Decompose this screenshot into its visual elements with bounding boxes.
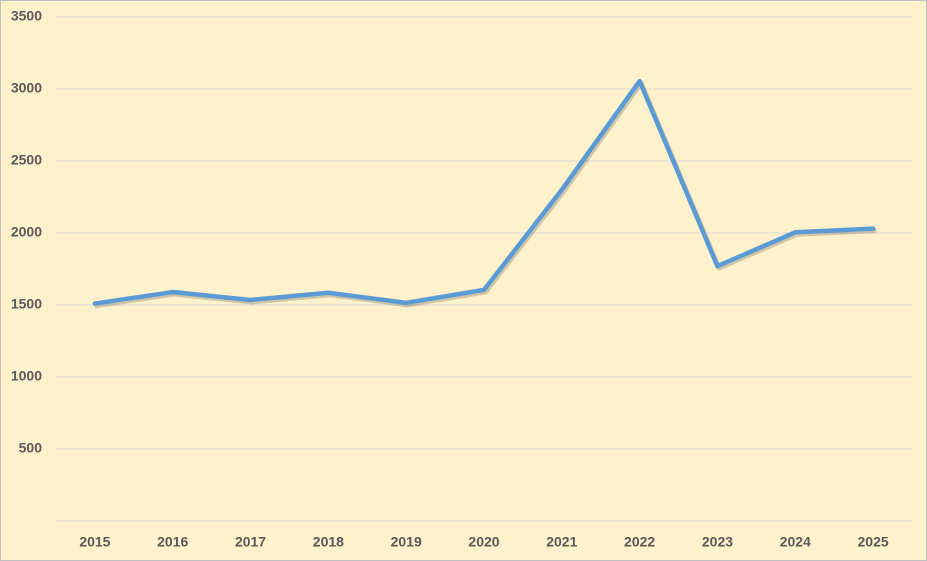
x-tick-label: 2025 bbox=[858, 534, 889, 550]
y-tick-label: 2500 bbox=[11, 152, 42, 168]
y-tick-label: 2000 bbox=[11, 224, 42, 240]
x-tick-label: 2024 bbox=[780, 534, 811, 550]
y-tick-label: 3000 bbox=[11, 80, 42, 96]
x-tick-label: 2020 bbox=[468, 534, 499, 550]
y-tick-label: 1000 bbox=[11, 368, 42, 384]
x-tick-label: 2017 bbox=[235, 534, 266, 550]
x-tick-label: 2019 bbox=[391, 534, 422, 550]
x-tick-label: 2018 bbox=[313, 534, 344, 550]
y-tick-label: 1500 bbox=[11, 296, 42, 312]
x-tick-label: 2016 bbox=[157, 534, 188, 550]
y-tick-label: 500 bbox=[19, 440, 43, 456]
x-tick-label: 2022 bbox=[624, 534, 655, 550]
data-line bbox=[92, 78, 876, 306]
x-tick-label: 2021 bbox=[546, 534, 577, 550]
x-tick-label: 2023 bbox=[702, 534, 733, 550]
x-tick-label: 2015 bbox=[79, 534, 110, 550]
y-tick-label: 3500 bbox=[11, 8, 42, 24]
